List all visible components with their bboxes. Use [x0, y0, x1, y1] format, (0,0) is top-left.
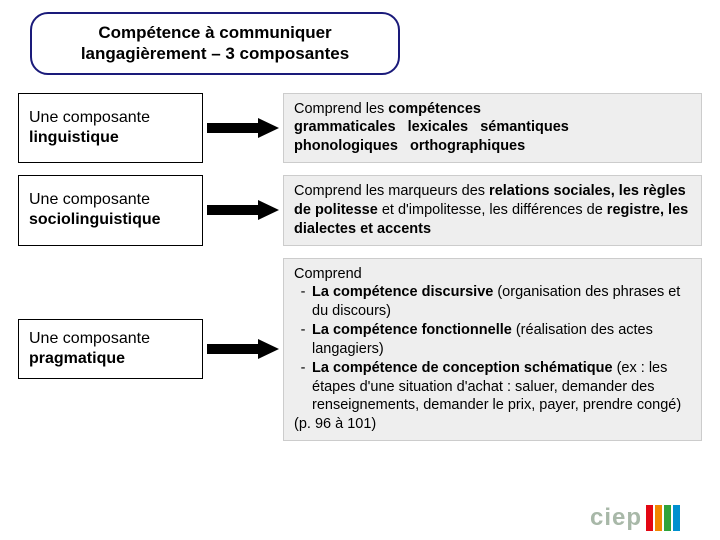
arrow-icon	[203, 337, 283, 361]
row-pragmatique: Une composante pragmatique Comprend-La c…	[18, 258, 702, 442]
logo-text: ciep	[590, 504, 642, 532]
logo-bar	[646, 505, 653, 531]
component-box-sociolinguistique: Une composante sociolinguistique	[18, 175, 203, 246]
title-line1: Compétence à communiquer	[98, 23, 331, 42]
logo: ciep	[590, 504, 680, 532]
component-label-line1: Une composante	[29, 108, 192, 128]
description-box-sociolinguistique: Comprend les marqueurs des relations soc…	[283, 175, 702, 246]
title-box: Compétence à communiquer langagièrement …	[30, 12, 400, 75]
component-label-line1: Une composante	[29, 329, 192, 349]
component-label-line2: linguistique	[29, 128, 192, 148]
component-label-line1: Une composante	[29, 190, 192, 210]
title-line2: langagièrement – 3 composantes	[81, 44, 349, 63]
component-box-pragmatique: Une composante pragmatique	[18, 319, 203, 379]
arrow-icon	[203, 93, 283, 164]
description-box-linguistique: Comprend les compétencesgrammaticales le…	[283, 93, 702, 164]
component-box-linguistique: Une composante linguistique	[18, 93, 203, 164]
description-box-pragmatique: Comprend-La compétence discursive (organ…	[283, 258, 702, 442]
logo-bar	[664, 505, 671, 531]
component-label-line2: pragmatique	[29, 349, 192, 369]
arrow-icon	[203, 175, 283, 246]
component-label-line2: sociolinguistique	[29, 210, 192, 230]
logo-bar	[655, 505, 662, 531]
logo-bars	[646, 505, 680, 531]
logo-bar	[673, 505, 680, 531]
row-linguistique: Une composante linguistique Comprend les…	[18, 93, 702, 164]
row-sociolinguistique: Une composante sociolinguistique Compren…	[18, 175, 702, 246]
